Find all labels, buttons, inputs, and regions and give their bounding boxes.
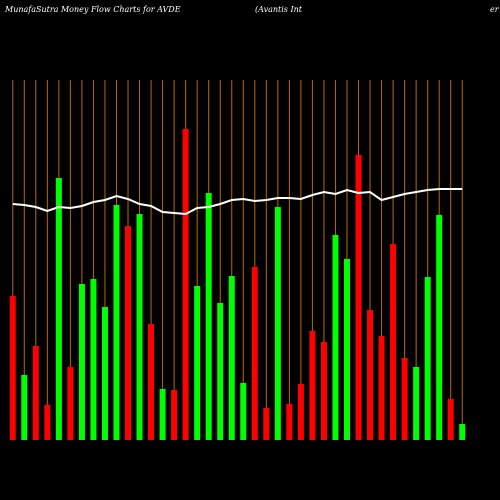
bar	[44, 405, 51, 440]
bar	[367, 310, 374, 440]
bar	[113, 205, 120, 440]
bar	[424, 277, 431, 440]
bar	[413, 367, 420, 440]
bar	[309, 331, 316, 440]
bar	[297, 384, 304, 440]
bar	[459, 424, 466, 440]
bar	[274, 207, 281, 440]
bar	[136, 214, 143, 440]
bar	[159, 389, 166, 440]
bar	[182, 129, 189, 440]
bar	[9, 296, 16, 440]
bar	[343, 259, 350, 440]
bar	[401, 358, 408, 440]
bar	[240, 383, 247, 440]
bar	[148, 324, 155, 440]
bar	[436, 215, 443, 440]
bar	[55, 178, 62, 440]
bar	[390, 244, 397, 440]
bar	[355, 155, 362, 440]
bar	[78, 284, 85, 440]
chart-title: MunafaSutra Money Flow Charts for AVDE	[4, 5, 181, 14]
chart-title-tail: er	[490, 5, 500, 14]
bar	[378, 336, 385, 440]
bar	[286, 404, 293, 440]
bar	[320, 342, 327, 440]
bar	[194, 286, 201, 440]
bar	[90, 279, 97, 440]
bar	[101, 307, 108, 440]
bar	[263, 408, 270, 440]
bar	[228, 276, 235, 440]
bar	[21, 375, 28, 440]
bar	[205, 193, 212, 440]
bar	[447, 399, 454, 440]
bar	[67, 367, 74, 440]
bar	[251, 267, 258, 440]
chart-subtitle: (Avantis Int	[255, 5, 303, 14]
price-line	[12, 188, 463, 216]
bar	[217, 303, 224, 440]
bar	[171, 390, 178, 440]
bar	[332, 235, 339, 440]
bar	[32, 346, 39, 440]
bar	[125, 226, 132, 440]
